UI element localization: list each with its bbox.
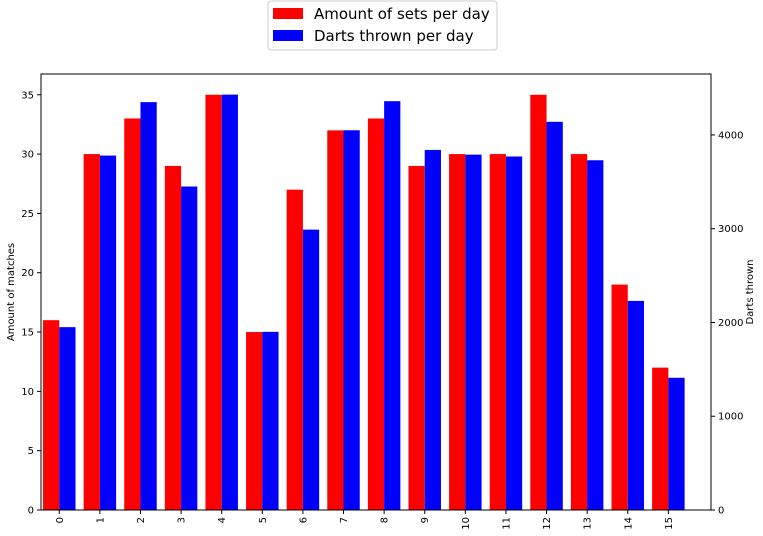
right-tick-label: 3000 <box>718 224 743 235</box>
x-axis: 0 1 2 3 4 5 6 7 8 9 10 11 12 13 14 15 <box>55 510 675 530</box>
bar-darts-14 <box>627 300 644 510</box>
x-tick-label: 14 <box>623 517 634 530</box>
bar-darts-0 <box>59 327 76 510</box>
right-tick-label: 1000 <box>718 412 743 423</box>
x-tick-label: 13 <box>583 517 594 530</box>
bar-sets-7 <box>327 130 344 510</box>
right-y-axis: 0 1000 2000 3000 4000 <box>711 130 743 517</box>
bar-darts-5 <box>262 331 279 510</box>
y-axis-title-right: Darts thrown <box>745 259 756 324</box>
x-tick-label: 11 <box>501 517 512 530</box>
legend-box <box>267 0 498 51</box>
x-tick-label: 3 <box>177 517 188 523</box>
bar-sets-1 <box>83 154 100 510</box>
right-tick-label: 0 <box>718 506 724 517</box>
bars-layer <box>43 94 685 511</box>
bar-sets-13 <box>570 154 588 510</box>
bar-darts-9 <box>424 149 441 511</box>
plot-frame <box>40 73 712 511</box>
bar-sets-8 <box>367 118 385 510</box>
x-tick-label: 10 <box>461 517 472 530</box>
x-tick-label: 12 <box>542 517 553 530</box>
x-tick-label: 5 <box>258 517 269 523</box>
left-tick-label: 25 <box>21 209 34 220</box>
bar-sets-4 <box>205 94 222 510</box>
bar-sets-10 <box>449 154 466 510</box>
left-y-axis: 0 5 10 15 20 25 30 35 <box>21 90 41 517</box>
bar-darts-13 <box>587 160 604 510</box>
x-tick-label: 4 <box>217 517 228 523</box>
left-tick-label: 0 <box>28 506 34 517</box>
legend-label-sets: Amount of sets per day <box>314 5 490 23</box>
x-tick-label: 2 <box>136 517 147 523</box>
left-tick-label: 20 <box>21 268 34 279</box>
x-tick-label: 8 <box>380 517 391 523</box>
bar-sets-12 <box>530 94 547 510</box>
left-tick-label: 10 <box>21 387 34 398</box>
legend-label-darts: Darts thrown per day <box>314 27 474 45</box>
bar-darts-11 <box>505 156 523 510</box>
left-tick-label: 5 <box>28 446 34 457</box>
y-axis-title-left: Amount of matches <box>6 243 17 341</box>
bar-sets-14 <box>611 284 628 510</box>
x-tick-label: 0 <box>55 517 66 523</box>
x-tick-label: 6 <box>298 517 309 523</box>
legend-swatch-darts <box>273 30 303 41</box>
bar-darts-8 <box>384 101 401 510</box>
bar-sets-9 <box>408 165 425 511</box>
right-tick-label: 2000 <box>718 318 743 329</box>
bar-darts-10 <box>465 154 482 510</box>
bar-darts-2 <box>140 102 157 511</box>
x-tick-label: 1 <box>95 517 106 523</box>
bar-sets-2 <box>124 118 141 510</box>
x-tick-label: 9 <box>420 517 431 523</box>
bar-sets-6 <box>286 189 303 510</box>
legend-swatch-sets <box>273 8 303 19</box>
left-tick-label: 30 <box>21 150 34 161</box>
bar-sets-11 <box>489 154 506 510</box>
x-tick-label: 15 <box>664 517 675 530</box>
bar-sets-3 <box>164 165 182 511</box>
bar-darts-3 <box>181 186 198 511</box>
right-tick-label: 4000 <box>718 130 743 141</box>
bar-darts-1 <box>99 155 117 510</box>
bar-sets-0 <box>43 320 60 510</box>
bar-darts-15 <box>668 377 685 510</box>
left-tick-label: 15 <box>21 328 34 339</box>
bar-darts-6 <box>302 229 320 510</box>
bar-darts-4 <box>221 94 238 510</box>
x-tick-label: 7 <box>339 517 350 523</box>
bar-sets-5 <box>246 332 263 510</box>
bar-sets-15 <box>652 367 669 510</box>
bar-darts-7 <box>343 130 360 511</box>
legend: Amount of sets per day Darts thrown per … <box>267 0 498 51</box>
bar-darts-12 <box>546 121 563 511</box>
left-tick-label: 35 <box>21 90 34 101</box>
